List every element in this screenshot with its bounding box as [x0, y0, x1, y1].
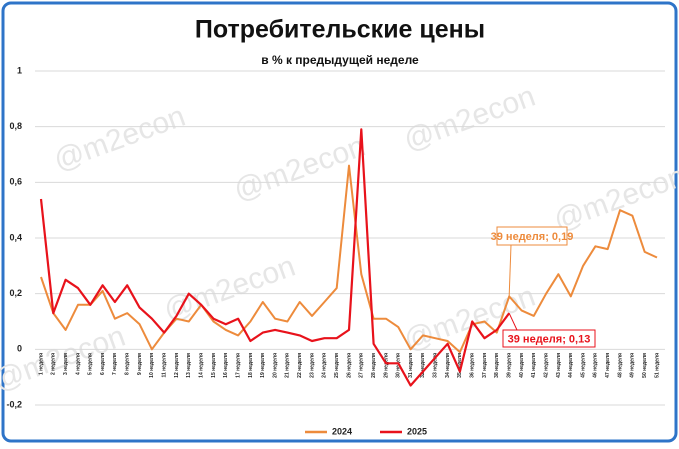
- x-tick-label: 10 неделя: [149, 353, 155, 378]
- x-tick-label: 43 неделя: [556, 353, 562, 378]
- y-tick-label: 0,8: [9, 121, 22, 131]
- x-tick-label: 47 неделя: [605, 353, 611, 378]
- x-tick-label: 41 неделя: [531, 353, 537, 378]
- y-tick-label: 1: [17, 65, 22, 75]
- y-tick-label: 0,6: [9, 177, 22, 187]
- chart-subtitle: в % к предыдущей неделе: [261, 53, 419, 67]
- x-tick-label: 13 неделя: [186, 353, 192, 378]
- x-tick-label: 48 неделя: [617, 353, 623, 378]
- x-tick-label: 27 неделя: [359, 353, 365, 378]
- x-tick-label: 24 неделя: [322, 353, 328, 378]
- x-tick-label: 40 неделя: [519, 353, 525, 378]
- x-tick-label: 18 неделя: [248, 353, 254, 378]
- series-line: [40, 164, 658, 354]
- x-tick-label: 14 неделя: [198, 353, 204, 378]
- x-tick-label: 36 неделя: [470, 353, 476, 378]
- x-tick-label: 28 неделя: [371, 353, 377, 378]
- x-tick-label: 9 неделя: [137, 353, 143, 375]
- annotation: 39 неделя; 0,13: [508, 333, 591, 345]
- annotation-leader: [508, 312, 518, 331]
- x-tick-label: 11 неделя: [162, 353, 168, 378]
- x-tick-label: 37 неделя: [482, 353, 488, 378]
- x-tick-label: 26 неделя: [346, 353, 352, 378]
- annotation-leader: [508, 244, 512, 297]
- annotation-box: [496, 226, 568, 246]
- x-tick-label: 4 неделя: [75, 353, 81, 375]
- x-tick-label: 46 неделя: [593, 353, 599, 378]
- x-tick-label: 34 неделя: [445, 353, 451, 378]
- annotation-box: [502, 329, 596, 348]
- x-tick-label: 25 неделя: [334, 353, 340, 378]
- x-tick-label: 3 неделя: [63, 353, 69, 375]
- x-tick-label: 38 неделя: [494, 353, 500, 378]
- x-tick-label: 1 неделя: [38, 353, 44, 375]
- x-tick-label: 20 неделя: [272, 353, 278, 378]
- lines: 39 неделя; 0,19 39 неделя; 0,13: [39, 128, 658, 387]
- y-tick-label: -0,2: [6, 399, 22, 409]
- x-tick-label: 2 неделя: [51, 353, 57, 375]
- x-tick-label: 15 неделя: [211, 353, 217, 378]
- y-tick-label: 0,4: [9, 232, 22, 242]
- x-tick-label: 12 неделя: [174, 353, 180, 378]
- x-tick-label: 44 неделя: [568, 353, 574, 378]
- x-tick-label: 39 неделя: [506, 353, 512, 378]
- x-tick-label: 49 неделя: [630, 353, 636, 378]
- x-tick-label: 19 неделя: [260, 353, 266, 378]
- legend-label: 2024: [332, 426, 352, 436]
- x-tick-label: 42 неделя: [543, 353, 549, 378]
- x-tick-label: 16 неделя: [223, 353, 229, 378]
- x-tick-label: 51 неделя: [654, 353, 660, 378]
- x-tick-label: 31 неделя: [408, 353, 414, 378]
- x-tick-label: 23 неделя: [309, 353, 315, 378]
- x-tick-label: 22 неделя: [297, 353, 303, 378]
- y-tick-label: 0,2: [9, 288, 22, 298]
- x-tick-label: 21 неделя: [285, 353, 291, 378]
- x-tick-label: 32 неделя: [420, 353, 426, 378]
- x-tick-label: 33 неделя: [433, 353, 439, 378]
- series-line: [39, 128, 511, 387]
- x-tick-label: 45 неделя: [580, 353, 586, 378]
- legend-label: 2025: [407, 426, 427, 436]
- chart-title: Потребительские цены: [195, 16, 485, 44]
- annotation: 39 неделя; 0,19: [491, 231, 574, 243]
- x-tick-label: 17 неделя: [235, 353, 241, 378]
- x-tick-label: 6 неделя: [100, 353, 106, 375]
- x-tick-label: 5 неделя: [88, 353, 94, 375]
- x-tick-label: 35 неделя: [457, 353, 463, 378]
- x-tick-label: 50 неделя: [642, 353, 648, 378]
- x-tick-label: 29 неделя: [383, 353, 389, 378]
- x-tick-label: 7 неделя: [112, 353, 118, 375]
- y-tick-label: 0: [17, 344, 22, 354]
- x-tick-label: 8 неделя: [125, 353, 131, 375]
